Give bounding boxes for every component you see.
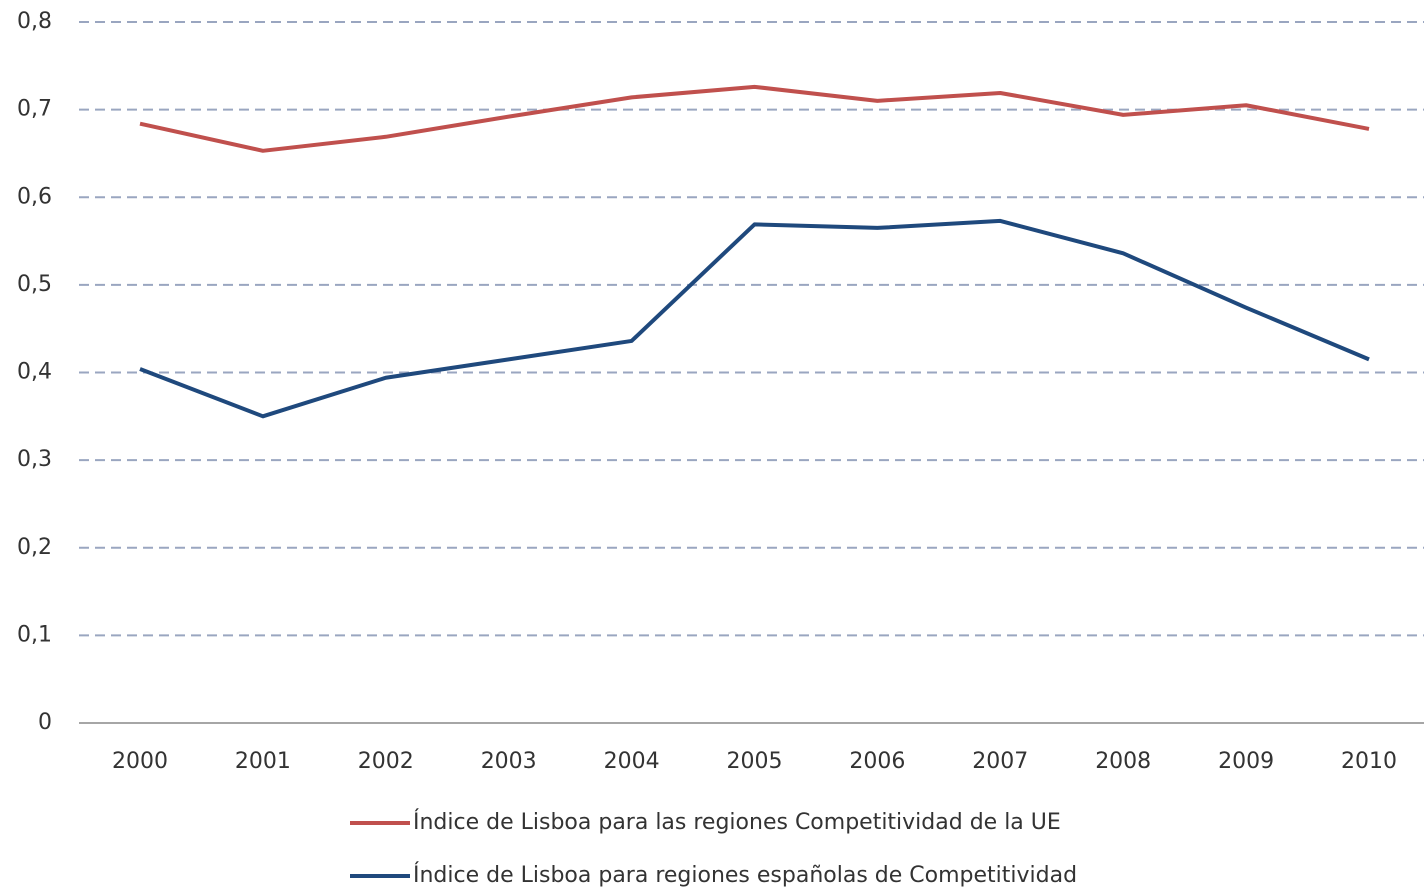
y-tick-label: 0,2 bbox=[17, 535, 52, 560]
x-tick-label: 2006 bbox=[849, 749, 905, 774]
x-tick-label: 2010 bbox=[1341, 749, 1397, 774]
x-tick-label: 2000 bbox=[112, 749, 168, 774]
y-tick-label: 0,6 bbox=[17, 184, 52, 209]
x-tick-label: 2009 bbox=[1218, 749, 1274, 774]
legend-label: Índice de Lisboa para las regiones Compe… bbox=[413, 809, 1061, 835]
y-tick-label: 0,4 bbox=[17, 360, 52, 385]
y-tick-label: 0,8 bbox=[17, 9, 52, 34]
x-tick-label: 2002 bbox=[358, 749, 414, 774]
x-tick-label: 2003 bbox=[481, 749, 537, 774]
x-tick-label: 2001 bbox=[235, 749, 291, 774]
y-tick-label: 0,3 bbox=[17, 447, 52, 472]
y-tick-label: 0,1 bbox=[17, 622, 52, 647]
series-line bbox=[139, 218, 1370, 419]
y-tick-label: 0,7 bbox=[17, 97, 52, 122]
x-tick-label: 2008 bbox=[1095, 749, 1151, 774]
legend-label: Índice de Lisboa para regiones españolas… bbox=[413, 862, 1077, 888]
series-line bbox=[139, 84, 1370, 153]
y-tick-label: 0 bbox=[38, 710, 52, 735]
x-tick-label: 2005 bbox=[727, 749, 783, 774]
y-tick-label: 0,5 bbox=[17, 272, 52, 297]
x-tick-label: 2004 bbox=[604, 749, 660, 774]
x-tick-label: 2007 bbox=[972, 749, 1028, 774]
